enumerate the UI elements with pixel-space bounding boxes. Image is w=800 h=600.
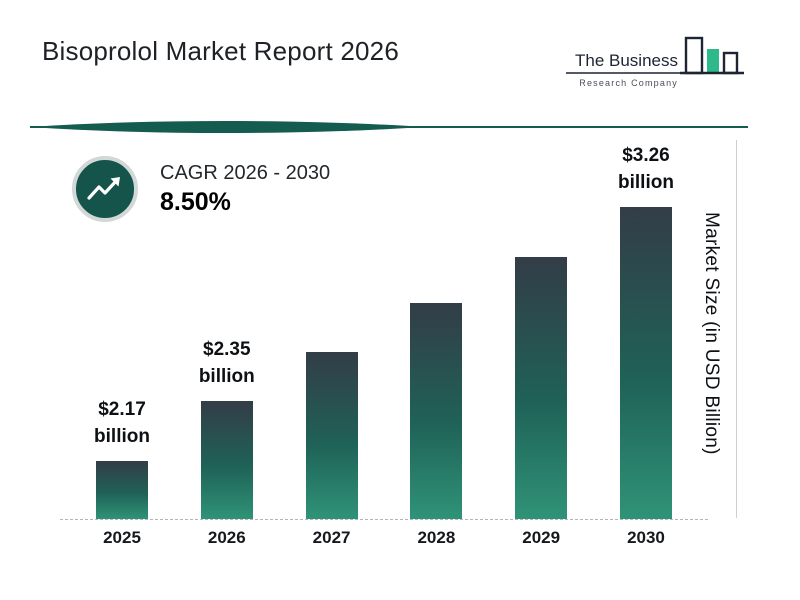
x-tick-label-2026: 2026 xyxy=(207,528,246,547)
logo-bars-icon xyxy=(680,36,744,75)
bar-group-2030: $3.26 billion xyxy=(602,142,690,519)
bar-group-2027 xyxy=(288,352,376,519)
logo-text-line2: Research Company xyxy=(579,78,678,88)
chart-baseline xyxy=(60,519,708,520)
bar-2025 xyxy=(96,461,148,519)
divider-lens-shape xyxy=(30,121,425,133)
bar-2030 xyxy=(619,207,672,519)
bars-row: $2.17 billion $2.35 billion $3.26 billion xyxy=(78,142,690,519)
x-tick-label-2029: 2029 xyxy=(522,528,561,547)
bar-group-2026: $2.35 billion xyxy=(183,336,271,519)
company-logo: The Business Research Company xyxy=(566,36,744,88)
x-tick-label-2028: 2028 xyxy=(417,528,456,547)
bar-group-2025: $2.17 billion xyxy=(78,396,166,519)
bar-2029 xyxy=(515,257,568,519)
page-title: Bisoprolol Market Report 2026 xyxy=(42,36,399,66)
years-row: 2025 2026 2027 2028 2029 2030 xyxy=(78,528,690,548)
x-tick-label-2030: 2030 xyxy=(627,528,665,547)
cagr-text: CAGR 2026 - 2030 8.50% xyxy=(160,162,330,217)
bar-value-label-2030: $3.26 billion xyxy=(618,144,674,194)
bar-2026 xyxy=(200,401,253,519)
growth-arrow-icon xyxy=(72,156,138,222)
bar-value-label-2026: $2.35 billion xyxy=(198,338,255,388)
cagr-label: CAGR 2026 - 2030 xyxy=(160,161,331,184)
bar-value-label-2025: $2.17 billion xyxy=(94,398,150,448)
bar-2027 xyxy=(305,352,358,519)
divider-line xyxy=(30,121,748,133)
cagr-block: CAGR 2026 - 2030 8.50% xyxy=(72,156,330,222)
x-tick-label-2025: 2025 xyxy=(103,528,141,547)
bar-2028 xyxy=(410,303,463,519)
y-axis-line xyxy=(736,140,737,518)
x-tick-label-2027: 2027 xyxy=(312,528,351,547)
cagr-value: 8.50% xyxy=(160,187,231,216)
bar-group-2029 xyxy=(497,257,585,519)
logo-text-line1: The Business xyxy=(575,51,678,70)
bar-group-2028 xyxy=(392,303,480,519)
y-axis-label: Market Size (in USD Billion) xyxy=(701,212,722,455)
